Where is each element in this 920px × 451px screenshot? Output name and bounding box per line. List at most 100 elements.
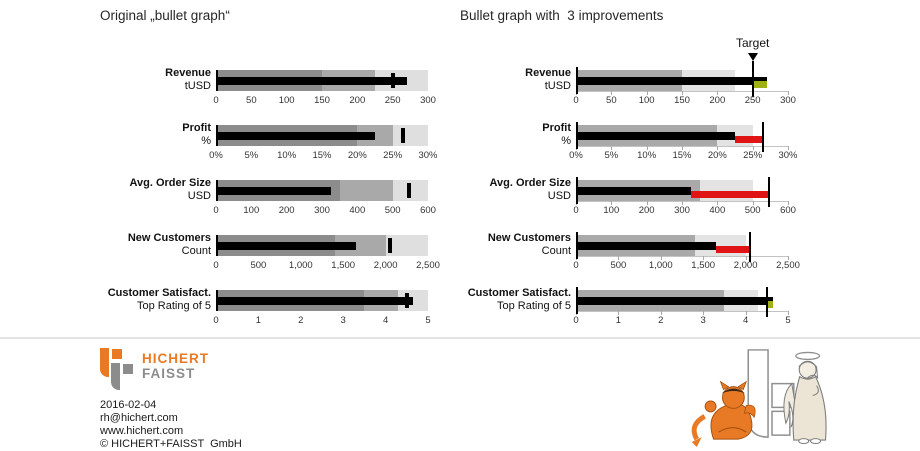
logo-gray-square	[123, 364, 133, 374]
value-bar	[576, 131, 735, 140]
axis-baseline-tick	[611, 201, 613, 205]
logo-mark-icon	[100, 348, 134, 392]
axis-tick-label: 0	[213, 205, 219, 216]
axis-tick-label: 1,000	[648, 260, 673, 271]
value-bar	[216, 186, 331, 195]
axis-tick-label: 5	[425, 315, 431, 326]
axis-baseline-tick	[660, 311, 662, 315]
axis-baseline-tick	[788, 91, 789, 95]
axis-tick-label: 2,000	[373, 260, 398, 271]
bullet-plot	[216, 70, 428, 91]
logo-hichert: HICHERT	[142, 351, 209, 366]
bullet-plot	[576, 61, 789, 97]
value-bar	[216, 131, 375, 140]
axis-baseline-tick	[745, 256, 747, 260]
axis-tick-labels: 0 500 1,000 1,500 2,000 2,500	[213, 260, 440, 272]
axis-tick-label: 5	[785, 315, 791, 326]
axis-tick-label: 30%	[418, 150, 438, 161]
value-bar	[216, 241, 356, 250]
row-label-block: Revenue tUSD	[460, 67, 571, 93]
zero-axis-line	[216, 180, 218, 201]
bullet-plot	[576, 232, 789, 262]
row-label-block: Profit%	[100, 122, 211, 148]
axis-tick-labels: 0 100 200 300 400 500 600	[213, 205, 436, 217]
metric-unit: tUSD	[184, 80, 211, 92]
axis-tick-label: 1,500	[691, 260, 716, 271]
bullet-plot	[216, 235, 428, 256]
axis-tick-label: 0%	[209, 150, 223, 161]
footer-divider	[0, 337, 920, 339]
bullet-row: New Customers Count 0 500 1,000 1,500 2,000 2,5…	[100, 232, 445, 290]
axis-baseline-tick	[717, 146, 719, 150]
axis-tick-label: 150	[674, 95, 690, 106]
metric-name: New Customers	[487, 232, 571, 244]
bullet-plot	[576, 177, 789, 207]
metric-name: Customer Satisfact.	[467, 287, 571, 299]
axis-tick-label: 1,500	[331, 260, 356, 271]
axis-tick-label: 300	[420, 95, 436, 106]
axis-baseline-tick	[788, 311, 789, 315]
value-bar	[576, 241, 716, 250]
target-marker	[404, 293, 409, 308]
hichert-faisst-logo: HICHERT FAISST	[100, 348, 300, 396]
axis-tick-label: 3	[340, 315, 346, 326]
axis-tick-label: 50	[606, 95, 617, 106]
target-marker	[401, 128, 406, 143]
zero-axis-line	[576, 67, 578, 94]
axis-baseline-tick	[611, 146, 613, 150]
axis-baseline	[576, 256, 788, 257]
zero-axis-line	[576, 122, 578, 149]
row-label-block: Avg. Order Size USD	[100, 177, 211, 203]
axis-baseline-tick	[788, 201, 789, 205]
footer-line: © HICHERT+FAISST GmbH	[100, 438, 242, 450]
axis-baseline-tick	[682, 146, 683, 150]
original-bullet-graph-panel: Original „bullet graph“ Revenue tUSD 0 50 10…	[100, 8, 445, 330]
axis-tick-label: 50	[246, 95, 257, 106]
axis-tick-label: 400	[709, 205, 726, 216]
axis-tick-label: 2	[298, 315, 304, 326]
axis-baseline-tick	[703, 311, 705, 315]
axis-baseline-tick	[618, 256, 620, 260]
axis-tick-label: 300	[674, 205, 690, 216]
bullet-plot	[216, 180, 428, 201]
zero-axis-line	[216, 125, 218, 146]
bullet-row: Profit% 0% 5% 10% 15% 20% 25% 30%	[460, 122, 805, 180]
metric-unit: %	[201, 135, 211, 147]
axis-tick-label: 600	[780, 205, 796, 216]
target-marker	[390, 73, 395, 88]
bullet-row: New Customers Count 0 500 1,000 1,500 2,000 2,5…	[460, 232, 805, 290]
zero-axis-line	[216, 235, 218, 256]
axis-baseline-tick	[682, 91, 683, 95]
metric-unit: Count	[541, 245, 571, 257]
axis-tick-label: 1,000	[288, 260, 313, 271]
range-zone-2	[334, 235, 386, 256]
devil-angel-cartoon	[691, 349, 827, 448]
axis-tick-label: 300	[314, 205, 330, 216]
axis-tick-label: 1	[255, 315, 262, 326]
row-label-block: Profit%	[460, 122, 571, 148]
footer-line: rh@hichert.com	[100, 412, 178, 424]
axis-tick-labels: 0 1 2 3 4 5	[213, 315, 431, 327]
axis-tick-labels: 0% 5% 10% 15% 20% 25% 30%	[569, 150, 797, 162]
axis-tick-label: 0%	[569, 150, 583, 161]
bullet-row: Profit% 0% 5% 10% 15% 20% 25% 30%	[100, 122, 445, 180]
row-label-block: New Customers Count	[460, 232, 571, 258]
row-label-block: Revenue tUSD	[100, 67, 211, 93]
value-bar	[216, 76, 407, 85]
variance-bar-positive	[766, 301, 774, 308]
axis-tick-label: 1	[615, 315, 622, 326]
axis-tick-label: 500	[384, 205, 401, 216]
axis-tick-label: 10%	[637, 150, 657, 161]
axis-tick-label: 0	[573, 95, 579, 106]
axis-tick-label: 0	[573, 205, 579, 216]
axis-baseline-tick	[788, 256, 789, 260]
axis-baseline-tick	[618, 311, 620, 315]
metric-name: Revenue	[165, 67, 211, 79]
bullet-plot	[216, 290, 428, 311]
metric-name: Profit	[542, 122, 571, 134]
metric-unit: USD	[187, 190, 211, 202]
axis-baseline-tick	[703, 256, 705, 260]
metric-name: Profit	[182, 122, 211, 134]
